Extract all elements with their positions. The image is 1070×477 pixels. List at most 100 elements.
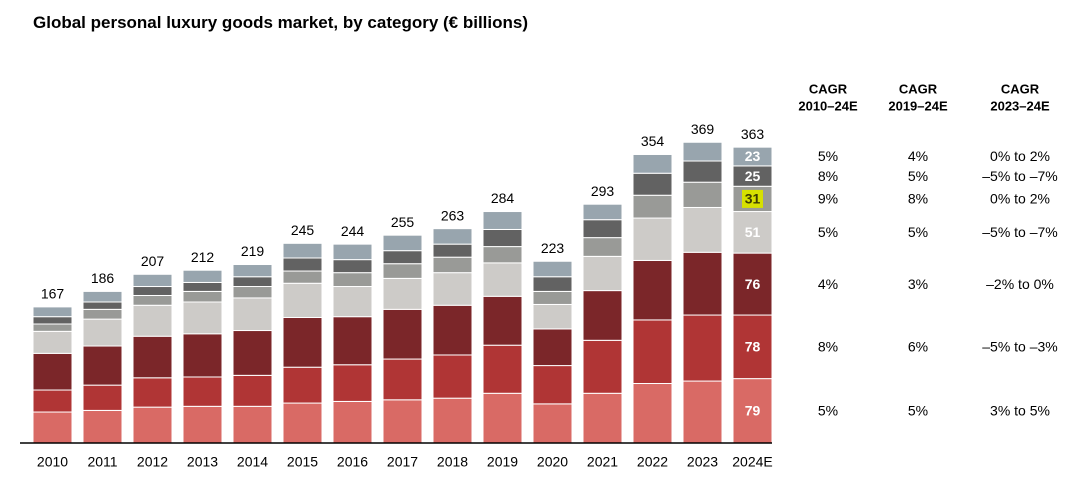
table-header: 2010–24E (798, 98, 858, 113)
x-tick-label: 2010 (37, 454, 68, 470)
total-label: 293 (591, 183, 615, 199)
bar-segment (482, 211, 523, 230)
bar-segment (732, 314, 773, 380)
total-label: 255 (391, 214, 415, 230)
bar-segment (182, 405, 223, 444)
bar-segment (82, 318, 123, 347)
bar-segment (682, 206, 723, 253)
bar-segment (532, 290, 573, 305)
table-cell: 5% (908, 224, 928, 240)
table-header: CAGR (899, 81, 938, 96)
x-tick-label: 2022 (637, 454, 668, 470)
bar-segment (632, 217, 673, 261)
table-cell: 8% (818, 168, 838, 184)
bar-segment (632, 172, 673, 196)
bar-segment (582, 339, 623, 394)
segment-label: 31 (745, 191, 761, 207)
bar-segment (582, 219, 623, 239)
bar-segment (32, 389, 73, 413)
bar-segment (132, 273, 173, 288)
bar-segment (382, 250, 423, 265)
bar-segment (32, 330, 73, 354)
bar-segment (282, 257, 323, 272)
table-cell: –5% to –3% (982, 339, 1058, 355)
bar-segment (532, 403, 573, 444)
segment-label: 76 (745, 276, 761, 292)
x-tick-label: 2015 (287, 454, 318, 470)
bar-segment (132, 304, 173, 337)
total-label: 263 (441, 207, 465, 223)
total-label: 363 (741, 126, 765, 142)
bar-segment (382, 263, 423, 279)
bar-segment (32, 411, 73, 444)
bar-segment (32, 352, 73, 391)
bar-segment (382, 358, 423, 401)
bar-segment (132, 294, 173, 306)
bar-segment (82, 409, 123, 444)
x-tick-label: 2021 (587, 454, 618, 470)
bar-segment (332, 243, 373, 261)
bar-segment (532, 276, 573, 292)
bar-segment (232, 405, 273, 444)
x-tick-label: 2020 (537, 454, 568, 470)
bar-segment (182, 333, 223, 378)
bar-segment (632, 319, 673, 385)
bar-segment (82, 384, 123, 411)
bar-segment (82, 308, 123, 320)
x-tick-label: 2014 (237, 454, 268, 470)
bar-segment (432, 304, 473, 356)
table-cell: –5% to –7% (982, 224, 1058, 240)
bar-segment (232, 286, 273, 299)
total-label: 186 (91, 270, 115, 286)
bar-segment (82, 301, 123, 310)
bar-segment (482, 246, 523, 264)
bar-segment (182, 290, 223, 303)
x-tick-label: 2013 (187, 454, 218, 470)
bar-segment (632, 153, 673, 174)
bar-segment (332, 286, 373, 318)
table-cell: 4% (818, 276, 838, 292)
table-cell: 0% to 2% (990, 191, 1050, 207)
bar-segment (432, 397, 473, 444)
table-cell: 5% (818, 148, 838, 164)
x-tick-label: 2016 (337, 454, 368, 470)
total-label: 167 (41, 286, 65, 302)
bar-segment (82, 345, 123, 386)
table-cell: 3% to 5% (990, 403, 1050, 419)
segment-label: 23 (745, 148, 761, 164)
bar-segment (32, 323, 73, 332)
bar-segment (432, 354, 473, 399)
table-cell: 5% (908, 168, 928, 184)
table-cell: 4% (908, 148, 928, 164)
bar-segment (82, 290, 123, 303)
segment-label: 51 (745, 224, 761, 240)
bar-segment (682, 314, 723, 382)
bar-segment (132, 377, 173, 408)
bar-segment (282, 270, 323, 284)
table-header: CAGR (809, 81, 848, 96)
table-header: 2023–24E (990, 98, 1050, 113)
bar-segment (282, 366, 323, 404)
x-tick-label: 2024E (732, 454, 772, 470)
segment-label: 25 (745, 168, 761, 184)
table-cell: –2% to 0% (986, 276, 1054, 292)
bar-segment (532, 328, 573, 367)
total-label: 223 (541, 240, 565, 256)
bar-segment (482, 295, 523, 346)
bar-segment (182, 376, 223, 407)
bar-segment (582, 392, 623, 444)
table-cell: 9% (818, 191, 838, 207)
x-tick-label: 2019 (487, 454, 518, 470)
bar-segment (532, 260, 573, 278)
bar-segment (432, 228, 473, 245)
bar-segment (632, 383, 673, 444)
table-header: CAGR (1001, 81, 1040, 96)
bar-segment (482, 344, 523, 394)
table-cell: 3% (908, 276, 928, 292)
bar-segment (682, 141, 723, 162)
table-cell: 8% (818, 339, 838, 355)
total-label: 245 (291, 222, 315, 238)
highlight-box (742, 189, 763, 208)
bar-segment (382, 308, 423, 360)
